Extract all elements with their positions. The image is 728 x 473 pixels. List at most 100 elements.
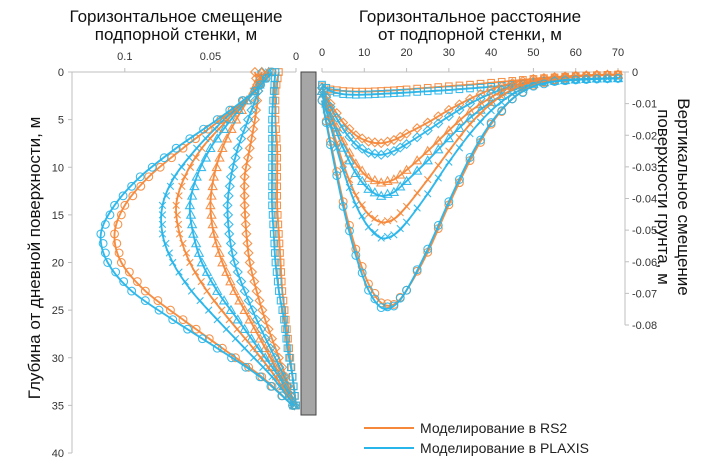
left-series-point-plaxis	[285, 353, 294, 362]
left-series-line-rs2-4	[209, 71, 296, 406]
right-series-point-plaxis	[395, 142, 406, 153]
left-series-point-plaxis	[166, 182, 175, 190]
left-series-point-plaxis	[268, 201, 276, 210]
left-series-point-plaxis	[236, 133, 247, 144]
left-series-point-plaxis	[202, 134, 210, 143]
right-series-point-plaxis	[560, 76, 570, 86]
left-series-point-plaxis	[147, 162, 157, 172]
left-series-point-plaxis	[280, 315, 288, 324]
right-series-point-plaxis	[497, 106, 507, 116]
right-series-point-rs2	[364, 210, 373, 219]
left-series-line-rs2-2	[243, 71, 296, 406]
left-series-point-plaxis	[289, 382, 298, 391]
right-series-point-plaxis	[377, 234, 385, 242]
right-x-tick-label: 40	[485, 47, 497, 59]
left-series-point-plaxis	[212, 115, 222, 125]
right-series-point-plaxis	[388, 145, 399, 157]
right-series-point-plaxis	[402, 285, 412, 295]
left-series-point-rs2	[214, 247, 225, 257]
left-series-point-plaxis	[186, 190, 198, 200]
left-series-point-plaxis	[154, 305, 164, 315]
right-series-point-plaxis	[466, 84, 474, 93]
left-series-line-plaxis-9	[99, 71, 294, 407]
left-series-point-rs2	[276, 249, 284, 257]
left-series-point-plaxis	[276, 296, 285, 305]
right-series-point-plaxis	[364, 285, 373, 295]
left-x-tick-label: 0.1	[117, 51, 132, 63]
left-x-tick-label: 0.05	[200, 51, 221, 63]
right-series-point-plaxis	[401, 139, 412, 150]
left-series-point-plaxis	[260, 333, 271, 344]
left-series-point-rs2	[249, 276, 260, 287]
left-series-point-plaxis	[193, 144, 201, 152]
left-series-point-plaxis	[287, 363, 295, 372]
left-series-point-rs2	[257, 305, 268, 316]
left-series-point-rs2	[217, 257, 228, 267]
right-series-point-plaxis	[433, 220, 443, 230]
left-series-point-plaxis	[290, 401, 298, 410]
left-series-point-rs2	[173, 211, 181, 219]
left-series-point-rs2	[153, 296, 163, 306]
right-series-point-rs2	[369, 174, 381, 185]
left-series-point-plaxis	[255, 372, 265, 382]
right-series-point-plaxis	[390, 231, 398, 239]
right-series-point-plaxis	[434, 174, 442, 182]
left-series-point-plaxis	[253, 342, 264, 353]
right-plot-area: 0 10 20 30 40 50 60 70 0 -0.01 -0.02 -0.03 -0.04 -0.0…	[316, 47, 657, 332]
right-series-point-plaxis	[376, 303, 386, 313]
left-series-point-rs2	[191, 324, 201, 334]
left-series-point-plaxis	[170, 173, 179, 181]
right-series-point-rs2	[413, 189, 421, 197]
left-series-point-rs2	[249, 323, 261, 334]
left-series-point-rs2	[132, 277, 142, 286]
left-series-point-plaxis	[193, 247, 205, 257]
left-series-point-plaxis	[222, 200, 233, 211]
left-series-point-plaxis	[183, 324, 193, 334]
right-y-axis-label-line2: поверхности грунта, м	[654, 109, 673, 285]
right-y-tick-label: 0	[632, 67, 638, 79]
right-series-point-rs2	[369, 137, 380, 148]
left-series-point-rs2	[110, 229, 119, 239]
right-series-point-rs2	[507, 77, 518, 89]
left-series-line-plaxis-5	[188, 71, 296, 406]
left-series-point-plaxis	[190, 238, 202, 248]
left-series-point-rs2	[136, 181, 146, 191]
left-series-point-rs2	[113, 219, 123, 229]
right-series-point-plaxis	[337, 142, 349, 152]
left-series-point-rs2	[175, 192, 183, 200]
left-series-point-rs2	[182, 249, 191, 257]
left-series-point-rs2	[211, 238, 222, 248]
left-series-point-plaxis	[189, 180, 200, 191]
left-series-point-rs2	[242, 238, 253, 249]
right-series-point-plaxis	[356, 175, 368, 185]
left-series-point-plaxis	[268, 373, 276, 381]
left-series-point-rs2	[181, 173, 189, 181]
right-series-point-plaxis	[357, 143, 368, 154]
left-series-point-rs2	[249, 344, 257, 352]
right-y-tick-label: -0.07	[632, 288, 657, 300]
left-series-point-plaxis	[271, 258, 280, 267]
right-x-tick-label: 20	[400, 47, 412, 59]
left-series-point-plaxis	[222, 325, 231, 333]
right-y-tick-label: -0.06	[632, 257, 657, 269]
left-series-point-rs2	[265, 352, 276, 362]
right-series-point-plaxis	[370, 294, 380, 304]
left-series-point-plaxis	[225, 105, 235, 115]
right-series-point-rs2	[356, 165, 368, 175]
right-series-point-plaxis	[401, 175, 412, 185]
left-series-point-rs2	[221, 266, 232, 276]
left-series-point-plaxis	[239, 323, 250, 334]
left-series-point-plaxis	[247, 305, 258, 316]
left-series-point-plaxis	[185, 154, 193, 162]
left-plot-area: 0.1 0.05 0 0 5 10 15 20 25 30 35 40	[52, 51, 300, 460]
left-series-point-plaxis	[105, 210, 115, 220]
left-series-point-plaxis	[250, 86, 260, 96]
left-series-point-plaxis	[281, 325, 290, 334]
left-series-point-rs2	[197, 277, 205, 286]
right-series-point-rs2	[401, 164, 412, 174]
right-y-tick-label: -0.08	[632, 320, 657, 332]
right-series-point-plaxis	[389, 301, 399, 311]
right-series-point-plaxis	[364, 223, 373, 231]
left-series-point-plaxis	[278, 306, 287, 314]
left-series-point-rs2	[273, 182, 282, 191]
